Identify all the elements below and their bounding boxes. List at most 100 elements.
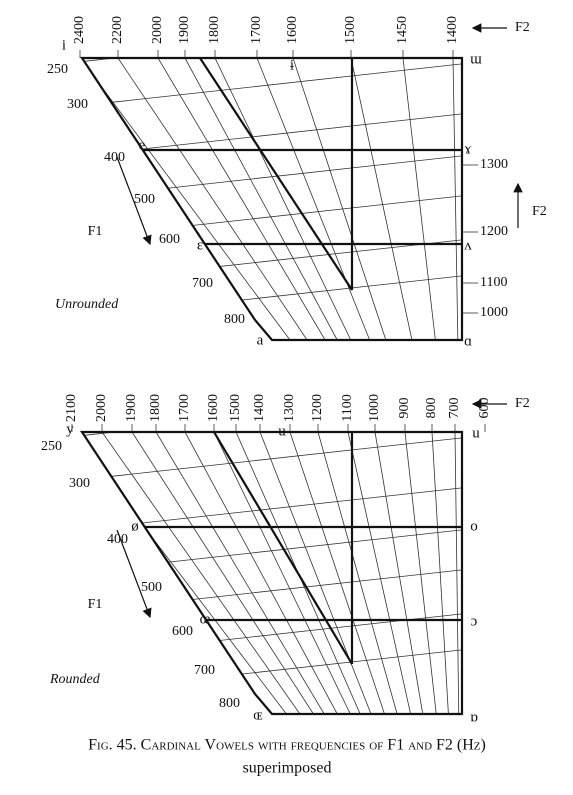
- diagonal: [199, 57, 353, 291]
- f2-label: 1100: [340, 394, 355, 421]
- f2-line: [347, 432, 411, 714]
- panel-label: Rounded: [49, 672, 101, 687]
- f2-line: [117, 58, 308, 340]
- f2-line: [431, 432, 449, 714]
- f2-label: 1300: [282, 394, 297, 422]
- f2-label: 1600: [206, 394, 221, 422]
- vowel: u: [472, 425, 480, 441]
- f2-label: 800: [424, 398, 439, 419]
- f2-axis-label: F2: [515, 396, 530, 411]
- f2-label: 1450: [395, 16, 410, 44]
- vowel: y: [66, 421, 74, 437]
- f1-label: 600: [159, 232, 180, 247]
- caption-line: superimposed: [243, 760, 332, 777]
- vowel: ɑ: [464, 333, 472, 349]
- vowel: ɯ: [470, 51, 482, 67]
- f1-label: 300: [69, 476, 90, 491]
- f2-label: 2000: [150, 16, 165, 44]
- f1-label: 400: [104, 150, 125, 165]
- f2-line: [101, 432, 301, 714]
- f2-line: [259, 432, 372, 714]
- panel-label: Unrounded: [55, 297, 119, 312]
- f2-line: [350, 58, 413, 340]
- f1-label: 800: [224, 312, 245, 327]
- f2-label: 1600: [285, 16, 300, 44]
- f1-label: 500: [141, 580, 162, 595]
- f1-line: [82, 274, 462, 321]
- f2-right-label: 1300: [480, 157, 508, 172]
- f1-line: [82, 568, 462, 615]
- f2-label: 1400: [445, 16, 460, 44]
- f2-side-label: F2: [532, 204, 547, 219]
- f2-line: [472, 432, 485, 714]
- f2-label: 600: [477, 398, 492, 419]
- f1-axis-label: F1: [88, 597, 103, 612]
- f1-label: 300: [67, 97, 88, 112]
- f1-label: 800: [219, 696, 240, 711]
- f1-line: [82, 194, 462, 241]
- f2-label: 700: [447, 398, 462, 419]
- f1-label: 700: [192, 276, 213, 291]
- f2-label: 2100: [64, 394, 79, 422]
- f2-label: 1800: [148, 394, 163, 422]
- f2-label: 1900: [177, 16, 192, 44]
- f2-label: 2000: [94, 394, 109, 422]
- f2-line: [289, 432, 385, 714]
- outline: [79, 430, 464, 716]
- vowel: œ: [200, 611, 211, 627]
- vowel: o: [470, 518, 478, 534]
- f2-line: [184, 432, 338, 714]
- f2-label: 2200: [110, 16, 125, 44]
- f2-label: 1500: [228, 394, 243, 422]
- vowel: ɛ: [197, 237, 203, 253]
- vowel: ɔ: [471, 613, 478, 629]
- grid: [82, 432, 485, 714]
- vowel: ɨ: [290, 57, 295, 73]
- vowel: ø: [131, 518, 139, 534]
- f1-label: 500: [134, 192, 155, 207]
- f2-label: 1900: [124, 394, 139, 422]
- f2-line: [82, 58, 291, 340]
- f1-line: [82, 436, 462, 483]
- f2-line: [131, 432, 314, 714]
- f2-label: 2400: [72, 16, 87, 44]
- f2-right-label: 1000: [480, 305, 508, 320]
- f2-line: [155, 432, 325, 714]
- f2-label: 1000: [367, 394, 382, 422]
- f1-line: [82, 648, 462, 695]
- f2-label: 1800: [207, 16, 222, 44]
- caption-line: Fig. 45. Cardinal Vowels with frequencie…: [88, 737, 486, 754]
- f2-line: [292, 58, 387, 340]
- f1-label: 600: [172, 624, 193, 639]
- f1-label: 700: [194, 663, 215, 678]
- f1-label: 250: [41, 439, 62, 454]
- f2-right-label: 1100: [480, 275, 507, 290]
- f2-label: 900: [397, 398, 412, 419]
- vowel: ɤ: [465, 141, 472, 157]
- arrow: [116, 156, 152, 246]
- arrow: [116, 529, 152, 619]
- f2-line: [184, 58, 338, 340]
- f1-axis-label: F1: [88, 224, 103, 239]
- f2-line: [374, 432, 424, 714]
- outline: [79, 56, 464, 342]
- vowel: a: [257, 332, 264, 348]
- f2-line: [157, 58, 326, 340]
- f2-line: [214, 58, 352, 340]
- vowel: ʌ: [464, 237, 472, 253]
- f2-label: 1400: [252, 394, 267, 422]
- f2-right-label: 1200: [480, 224, 508, 239]
- f2-line: [317, 432, 398, 714]
- f2-label: 1700: [249, 16, 264, 44]
- f2-label: 1200: [310, 394, 325, 422]
- f1-label: 250: [47, 62, 68, 77]
- diagonal: [213, 431, 353, 665]
- f1-line: [82, 62, 462, 109]
- f2-axis-label: F2: [515, 20, 530, 35]
- grid: [82, 58, 462, 340]
- f2-line: [454, 432, 460, 714]
- f2-label: 1500: [343, 16, 358, 44]
- vowel: ʉ: [278, 423, 286, 439]
- f2-label: 1700: [177, 394, 192, 422]
